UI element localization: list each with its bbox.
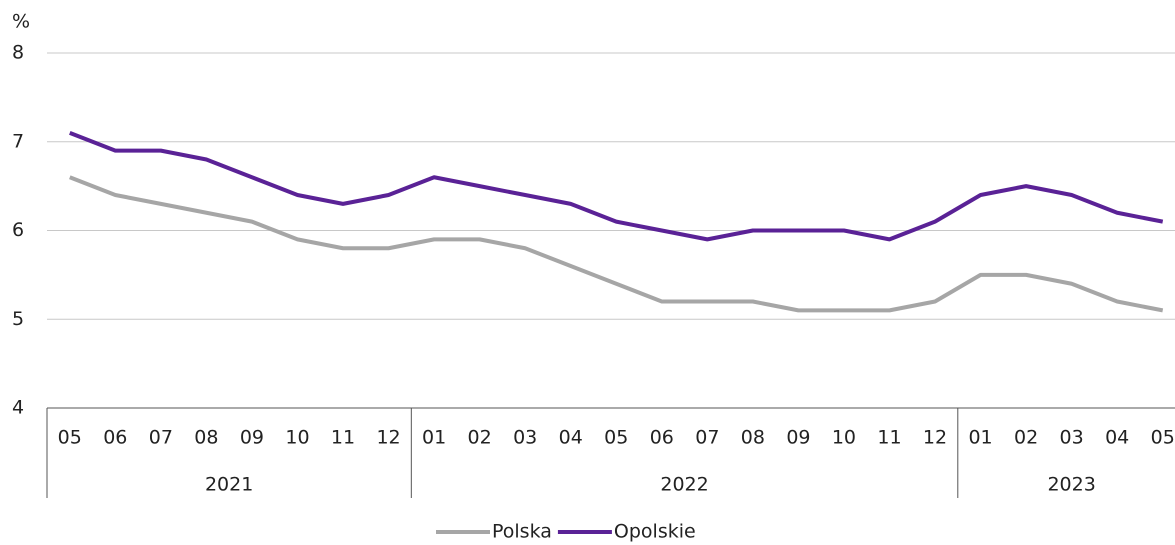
x-tick-label: 05 (58, 427, 82, 449)
x-tick-label: 06 (650, 427, 674, 449)
y-tick-label: 8 (12, 42, 24, 64)
x-tick-label: 04 (559, 427, 583, 449)
x-tick-label: 06 (103, 427, 127, 449)
legend-label: Opolskie (614, 521, 696, 543)
y-tick-label: 7 (12, 130, 24, 152)
x-tick-label: 10 (832, 427, 856, 449)
series-line (69, 131, 1164, 242)
x-tick-label: 01 (422, 427, 446, 449)
x-tick-label: 07 (695, 427, 719, 449)
x-tick-label: 09 (786, 427, 810, 449)
x-tick-label: 01 (968, 427, 992, 449)
group-label: 2023 (1047, 474, 1095, 496)
series-line (69, 175, 1164, 313)
legend-label: Polska (492, 521, 552, 543)
x-tick-label: 05 (604, 427, 628, 449)
y-unit: % (12, 11, 30, 33)
x-tick-label: 12 (376, 427, 400, 449)
x-tick-label: 02 (1014, 427, 1038, 449)
y-tick-label: 4 (12, 397, 24, 419)
x-tick-label: 04 (1105, 427, 1129, 449)
x-tick-label: 09 (240, 427, 264, 449)
x-tick-label: 07 (149, 427, 173, 449)
x-tick-label: 11 (331, 427, 355, 449)
y-tick-label: 6 (12, 219, 24, 241)
x-tick-label: 10 (285, 427, 309, 449)
x-tick-label: 02 (468, 427, 492, 449)
y-tick-label: 5 (12, 308, 24, 330)
x-tick-label: 08 (741, 427, 765, 449)
x-tick-label: 03 (1060, 427, 1084, 449)
x-tick-label: 05 (1151, 427, 1175, 449)
group-label: 2022 (660, 474, 708, 496)
x-tick-label: 12 (923, 427, 947, 449)
x-tick-label: 11 (877, 427, 901, 449)
x-tick-label: 08 (194, 427, 218, 449)
group-label: 2021 (205, 474, 253, 496)
x-tick-label: 03 (513, 427, 537, 449)
